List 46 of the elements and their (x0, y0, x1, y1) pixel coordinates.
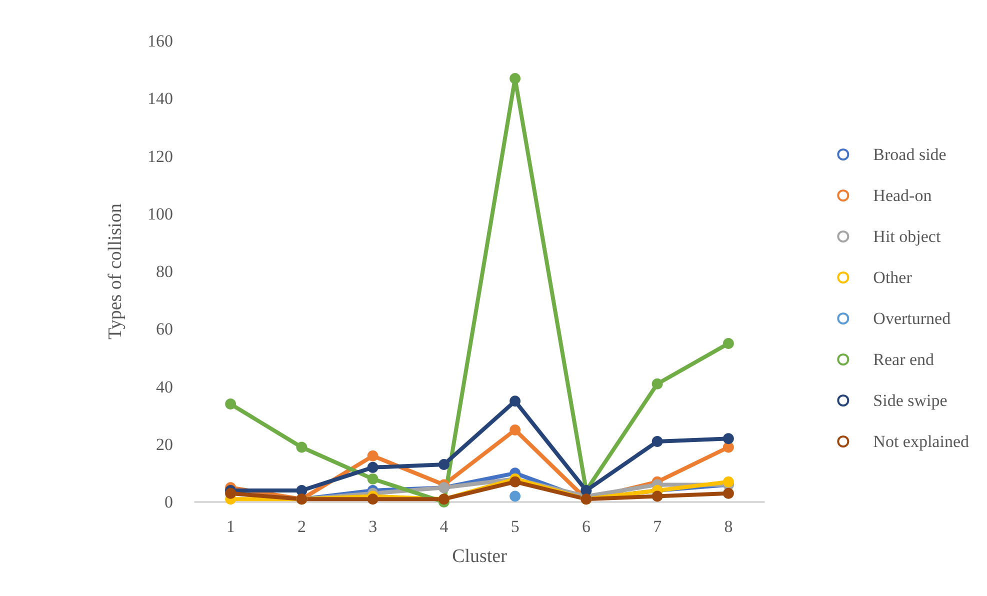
y-tick-label: 20 (156, 434, 173, 454)
legend-label: Rear end (873, 350, 935, 369)
point (367, 473, 378, 484)
point (296, 442, 308, 453)
x-axis-title: Cluster (452, 546, 508, 567)
point (510, 490, 521, 502)
point (722, 338, 734, 350)
point (367, 462, 378, 473)
point (722, 476, 734, 488)
point (367, 494, 378, 505)
point (722, 433, 734, 444)
x-tick-label: 8 (724, 517, 733, 536)
x-tick-label: 5 (510, 517, 520, 536)
y-tick-label: 60 (156, 320, 173, 339)
point (510, 476, 521, 488)
legend-label: Other (873, 268, 912, 287)
point (722, 488, 734, 499)
x-tick-label: 6 (582, 517, 590, 536)
point (510, 72, 521, 84)
y-tick-label: 0 (164, 492, 173, 512)
point (652, 490, 663, 502)
legend-label: Not explained (873, 432, 970, 451)
legend-label: Side swipe (873, 391, 948, 410)
point (225, 398, 236, 410)
y-tick-label: 80 (156, 262, 173, 281)
y-tick-label: 120 (148, 146, 173, 166)
point (652, 378, 663, 390)
point (652, 436, 663, 447)
legend-label: Head-on (873, 186, 932, 205)
y-tick-label: 100 (148, 204, 173, 224)
y-axis-title: Types of collision (105, 203, 126, 340)
y-tick-label: 160 (148, 32, 173, 50)
point (510, 424, 521, 436)
legend-label: Hit object (873, 227, 941, 246)
y-tick-label: 140 (148, 89, 173, 108)
legend-label: Broad side (873, 145, 946, 164)
x-tick-label: 2 (297, 517, 306, 536)
point (510, 396, 521, 407)
x-tick-label: 3 (368, 517, 378, 536)
point (367, 450, 378, 462)
legend-label: Overturned (873, 309, 952, 328)
y-tick-label: 40 (156, 377, 173, 396)
point (438, 459, 450, 470)
x-tick-label: 1 (226, 517, 235, 536)
x-tick-label: 4 (440, 517, 449, 536)
x-tick-label: 7 (653, 517, 662, 536)
